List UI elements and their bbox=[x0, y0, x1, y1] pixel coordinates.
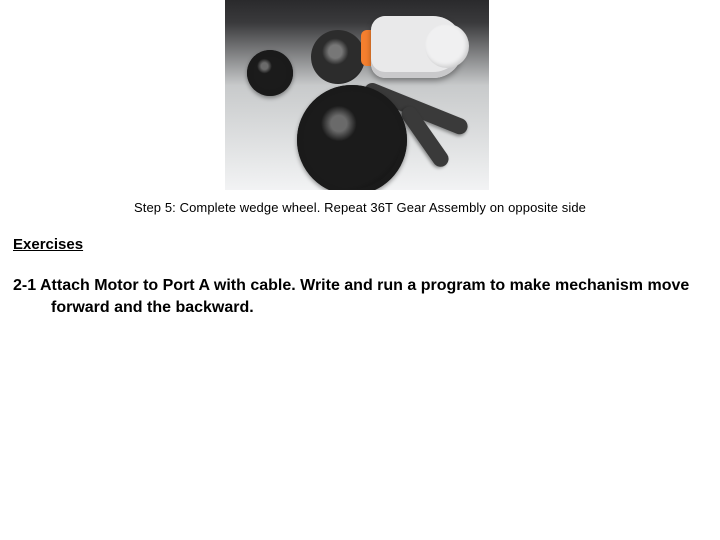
gear-icon bbox=[311, 30, 365, 84]
small-wheel-icon bbox=[247, 50, 293, 96]
exercise-item: 2-1 Attach Motor to Port A with cable. W… bbox=[13, 275, 700, 318]
exercises-heading: Exercises bbox=[13, 236, 83, 253]
page: Step 5: Complete wedge wheel. Repeat 36T… bbox=[0, 0, 720, 540]
assembly-photo bbox=[225, 0, 489, 190]
motor-icon bbox=[371, 16, 463, 78]
big-wheel-icon bbox=[297, 85, 407, 190]
exercise-1-text: 2-1 Attach Motor to Port A with cable. W… bbox=[13, 275, 700, 318]
figure-caption: Step 5: Complete wedge wheel. Repeat 36T… bbox=[0, 200, 720, 215]
